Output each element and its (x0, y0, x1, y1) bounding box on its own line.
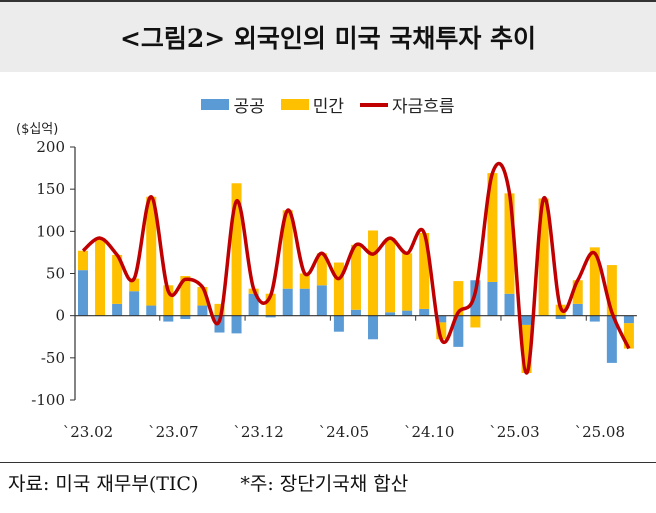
y-tick-label: 50 (46, 265, 65, 283)
bar-private (265, 293, 276, 316)
bar-private (606, 265, 617, 316)
legend-swatch-private (280, 99, 309, 110)
bar-public (248, 293, 259, 316)
bar-private (402, 253, 413, 311)
bar-private (368, 230, 379, 316)
bar-public (623, 315, 634, 324)
y-tick-label: 150 (36, 180, 65, 198)
bar-private (419, 233, 430, 309)
bar-public (163, 315, 174, 322)
bar-public (197, 305, 208, 316)
bar-private (333, 262, 344, 316)
bar-public (146, 305, 157, 316)
bar-private (350, 244, 361, 310)
x-tick-label: `25.03 (489, 423, 539, 441)
bar-public (180, 315, 191, 320)
bar-private (163, 285, 174, 316)
bar-private (538, 198, 549, 316)
source-note: 자료: 미국 재무부(TIC) (8, 473, 199, 495)
bar-public (299, 288, 310, 316)
bar-private (299, 273, 310, 289)
bar-private (385, 238, 396, 313)
bar-public (78, 270, 88, 316)
footnote: *주: 장단기국채 합산 (240, 473, 409, 495)
bar-private (572, 280, 583, 304)
bar-public (282, 288, 293, 316)
bar-private (95, 238, 106, 316)
bar-public (231, 315, 242, 334)
footer: 자료: 미국 재무부(TIC) *주: 장단기국채 합산 (0, 462, 656, 513)
legend-label: 민간 (312, 97, 344, 117)
bar-public (350, 309, 361, 316)
legend: 공공 민간 자금흐름 (0, 92, 656, 117)
legend-item-private: 민간 (280, 92, 344, 117)
bar-public (436, 315, 447, 323)
bar-private (282, 210, 293, 289)
bar-public (589, 315, 600, 322)
x-tick-label: `25.08 (575, 423, 625, 441)
x-tick-label: `23.07 (148, 423, 198, 441)
bar-private (453, 281, 464, 316)
bar-private (78, 250, 88, 271)
bar-public (316, 285, 327, 316)
chart-area: 200 150 100 50 0 -50 -100 `23.02 `23.07 `23.12 `24… (31, 138, 637, 441)
bar-public (419, 308, 430, 316)
legend-swatch-total (360, 102, 388, 107)
bar-public (487, 281, 498, 316)
bar-public (606, 315, 617, 363)
bar-public (112, 303, 123, 316)
bar-public (368, 315, 379, 340)
bar-private (112, 254, 123, 304)
y-tick-label: 0 (55, 307, 65, 325)
bar-private (214, 303, 225, 316)
bar-private (521, 324, 532, 374)
bar-public (572, 303, 583, 316)
bar-private (623, 323, 634, 349)
x-tick-label: `24.10 (404, 423, 454, 441)
x-tick-label: `23.12 (233, 423, 283, 441)
bar-public (521, 315, 532, 325)
bar-private (504, 193, 515, 294)
y-tick-label: -100 (31, 391, 65, 409)
bar-public (504, 293, 515, 316)
bar-public (333, 315, 344, 332)
bar-private (487, 173, 498, 282)
bar-public (555, 315, 566, 320)
y-tick-label: -50 (41, 349, 65, 367)
bar-private (146, 196, 157, 306)
figure-title: <그림2> 외국인의 미국 국채투자 추이 (0, 0, 656, 72)
legend-item-public: 공공 (201, 92, 265, 117)
bar-private (231, 183, 242, 316)
bar-private (316, 253, 327, 286)
line-total-flow (81, 161, 631, 375)
bar-private (589, 247, 600, 316)
legend-label: 자금흐름 (392, 97, 455, 117)
x-tick-label: `23.02 (63, 423, 113, 441)
bar-public (385, 312, 396, 316)
bar-private (180, 276, 191, 316)
bar-private (436, 322, 447, 340)
legend-swatch-public (201, 99, 230, 110)
bar-private (470, 315, 481, 328)
y-axis-unit: ($십억) (16, 122, 59, 137)
bar-private (129, 278, 140, 292)
legend-item-total: 자금흐름 (360, 92, 455, 117)
bar-public (129, 291, 140, 316)
legend-label: 공공 (233, 97, 265, 117)
bar-public (402, 310, 413, 316)
bar-public (265, 315, 276, 318)
bar-private (197, 286, 208, 306)
y-tick-label: 100 (36, 222, 65, 240)
bar-public (453, 315, 464, 347)
x-tick-label: `24.05 (319, 423, 369, 441)
y-tick-label: 200 (36, 138, 65, 156)
